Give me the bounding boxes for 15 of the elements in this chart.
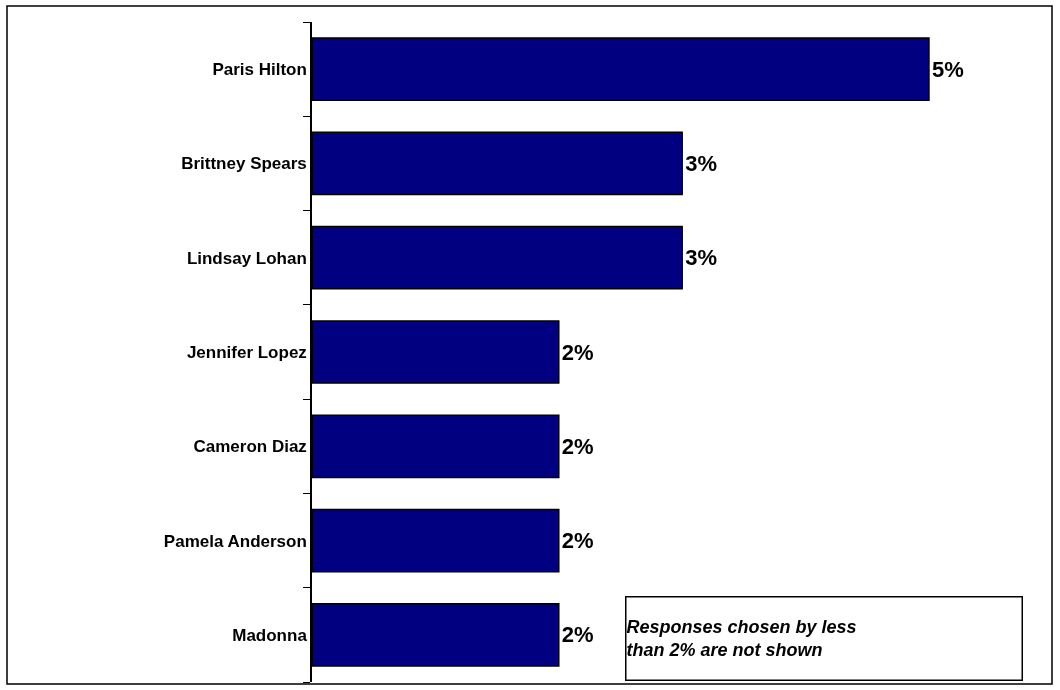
data-label: 3% (685, 150, 717, 176)
y-tick-label: Paris Hilton (212, 60, 307, 80)
annotation: Responses chosen by less than 2% are not shown (626, 616, 857, 661)
y-tick-label: Lindsay Lohan (186, 248, 307, 268)
data-label: 2% (561, 433, 594, 459)
y-tick-label: Brittney Spears (181, 154, 307, 174)
y-tick-label: Cameron Diaz (193, 437, 307, 457)
data-label: 2% (561, 339, 594, 365)
y-tick-label: Madonna (232, 625, 308, 645)
data-label: 2% (561, 622, 594, 648)
y-tick-label: Jennifer Lopez (186, 342, 307, 362)
data-label: 3% (685, 245, 717, 271)
data-label: 2% (561, 528, 594, 554)
data-label: 5% (931, 56, 964, 82)
y-tick-label: Pamela Anderson (163, 531, 307, 551)
